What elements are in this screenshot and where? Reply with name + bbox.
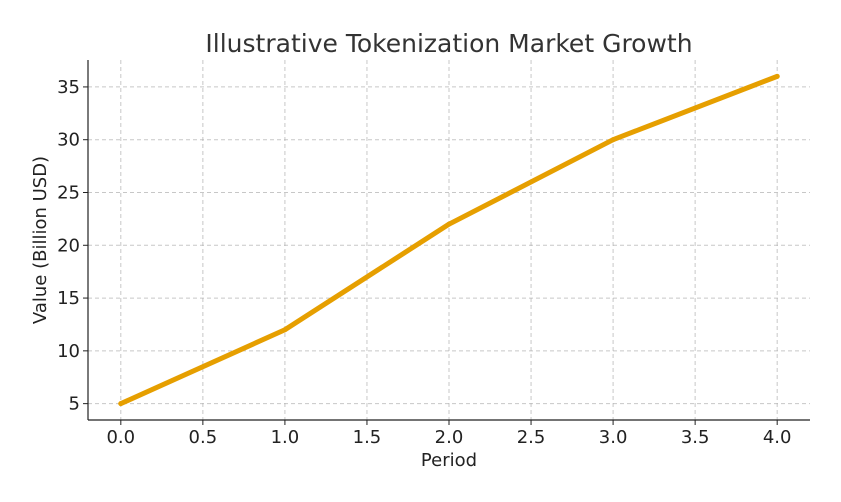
axes (87, 60, 810, 421)
x-ticks: 0.0 0.5 1.0 1.5 2.0 2.5 3.0 3.5 4.0 (106, 420, 792, 448)
x-tick-label: 0.0 (106, 427, 135, 448)
x-tick-label: 2.0 (435, 427, 464, 448)
data-point (118, 401, 124, 407)
y-tick-label: 20 (57, 235, 80, 256)
x-tick-label: 1.5 (353, 427, 382, 448)
series-group (118, 73, 780, 407)
x-tick-label: 4.0 (763, 427, 792, 448)
x-tick-label: 3.0 (599, 427, 628, 448)
x-tick-label: 1.0 (271, 427, 300, 448)
x-tick-label: 3.5 (681, 427, 710, 448)
x-axis-title: Period (421, 450, 477, 471)
y-tick-label: 5 (69, 394, 80, 415)
x-tick-label: 2.5 (517, 427, 546, 448)
y-tick-label: 35 (57, 77, 80, 98)
y-ticks: 5 10 15 20 25 30 35 (57, 77, 88, 415)
data-point (774, 73, 780, 79)
grid (88, 60, 810, 420)
y-tick-label: 10 (57, 341, 80, 362)
x-tick-label: 0.5 (189, 427, 218, 448)
y-tick-label: 15 (57, 288, 80, 309)
y-axis-title: Value (Billion USD) (30, 156, 51, 324)
data-point (610, 137, 616, 143)
data-point (282, 327, 288, 333)
y-tick-label: 25 (57, 182, 80, 203)
data-point (446, 221, 452, 227)
y-tick-label: 30 (57, 130, 80, 151)
chart-title: Illustrative Tokenization Market Growth (205, 29, 692, 58)
